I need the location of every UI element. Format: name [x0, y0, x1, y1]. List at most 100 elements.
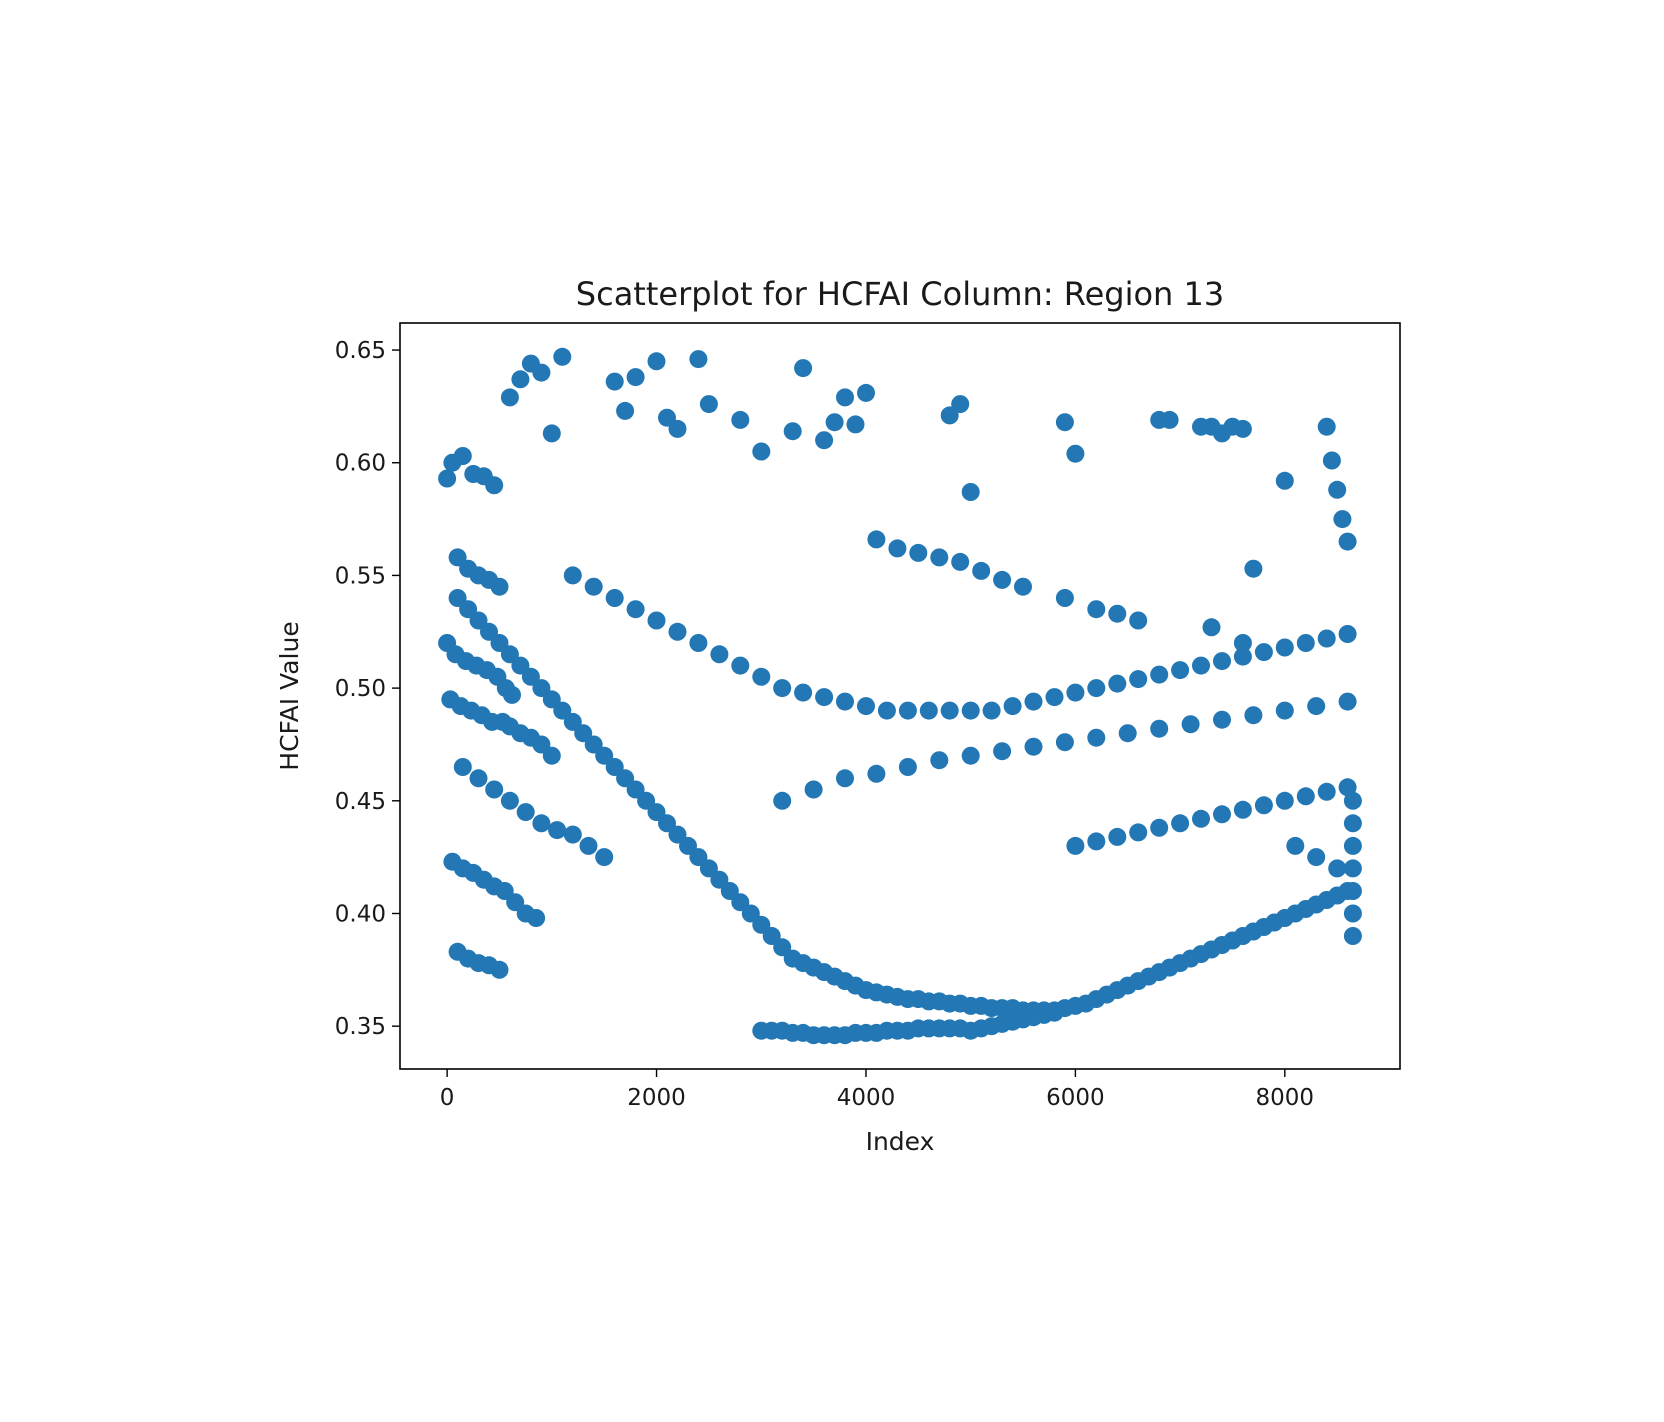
data-point [741, 904, 760, 923]
data-point [1254, 643, 1273, 662]
data-point [647, 352, 666, 371]
data-point [815, 431, 834, 450]
y-axis-ticks: 0.35 0.40 0.45 0.50 0.55 0.60 0.65 [335, 338, 400, 1040]
data-point [836, 692, 854, 711]
data-point [867, 530, 886, 549]
data-point [1233, 647, 1252, 666]
data-point [1150, 665, 1169, 684]
x-tick-label: 0 [440, 1085, 455, 1111]
data-point [731, 410, 750, 429]
data-point [532, 363, 551, 382]
data-point [710, 870, 729, 889]
x-tick-label: 6000 [1046, 1085, 1105, 1111]
y-tick-label: 0.35 [335, 1014, 386, 1040]
data-point [689, 634, 708, 652]
data-point [500, 645, 519, 664]
data-point [794, 359, 813, 378]
data-point [485, 476, 504, 495]
data-point [563, 566, 582, 585]
y-tick-label: 0.60 [335, 451, 386, 477]
data-point [658, 814, 676, 833]
data-point [532, 814, 551, 833]
data-point [1118, 724, 1137, 743]
data-point [485, 780, 504, 799]
data-point [500, 388, 519, 407]
data-point [521, 667, 540, 686]
data-point [689, 848, 708, 867]
data-point [1213, 652, 1231, 671]
data-point [579, 836, 598, 855]
data-point [1087, 728, 1106, 747]
data-point [668, 419, 687, 438]
data-point [532, 679, 551, 698]
data-point [1338, 532, 1357, 551]
data-point [542, 746, 561, 765]
data-point [1275, 471, 1294, 490]
data-point [1087, 600, 1106, 619]
y-tick-label: 0.50 [335, 676, 386, 702]
data-point [1108, 827, 1127, 846]
data-point [469, 769, 488, 788]
data-point [1045, 688, 1064, 707]
data-point [1066, 683, 1085, 702]
data-point [1343, 814, 1362, 833]
y-tick-label: 0.55 [335, 563, 386, 589]
data-point [1129, 823, 1148, 842]
data-point [1066, 836, 1085, 855]
data-point [459, 600, 478, 619]
data-point [553, 701, 572, 720]
data-point [888, 539, 907, 558]
data-point [1171, 661, 1190, 680]
data-point [1328, 480, 1347, 499]
data-point [1055, 413, 1074, 432]
data-point [752, 667, 771, 686]
data-point [783, 422, 802, 441]
data-point [1333, 510, 1352, 529]
data-point [1213, 710, 1231, 729]
data-point [794, 683, 813, 702]
data-point [773, 938, 792, 957]
data-point [1244, 559, 1263, 578]
data-point [1275, 791, 1294, 810]
data-point [647, 611, 666, 630]
data-point [930, 548, 949, 567]
data-point [919, 701, 938, 720]
data-point [951, 395, 970, 414]
data-point [1233, 419, 1252, 438]
data-point [815, 688, 834, 707]
data-point [1066, 444, 1085, 463]
data-point [516, 803, 535, 822]
data-point [1192, 656, 1210, 675]
data-point [668, 825, 687, 844]
data-point [1192, 809, 1210, 828]
data-point [1213, 805, 1231, 824]
data-point [1129, 611, 1148, 630]
data-point [972, 561, 991, 580]
data-point [773, 791, 792, 810]
data-point [1024, 692, 1043, 711]
data-point [1343, 882, 1362, 900]
data-point [506, 893, 525, 912]
data-point [1275, 638, 1294, 657]
data-point [1233, 800, 1252, 819]
data-point [846, 415, 865, 434]
data-point [448, 548, 467, 567]
data-point [1087, 832, 1106, 851]
data-point [1286, 836, 1305, 855]
data-point [626, 780, 645, 799]
data-point [490, 960, 509, 979]
data-point [668, 622, 687, 641]
data-point [731, 893, 750, 912]
data-point [898, 758, 917, 776]
data-point [961, 701, 980, 720]
data-point [1108, 674, 1127, 693]
data-point [909, 543, 928, 562]
data-point [584, 577, 603, 596]
data-point [710, 645, 729, 664]
data-point [626, 368, 645, 387]
x-axis-label: Index [866, 1127, 935, 1156]
data-point [940, 406, 959, 425]
data-point [574, 724, 593, 743]
data-point [1254, 796, 1273, 815]
